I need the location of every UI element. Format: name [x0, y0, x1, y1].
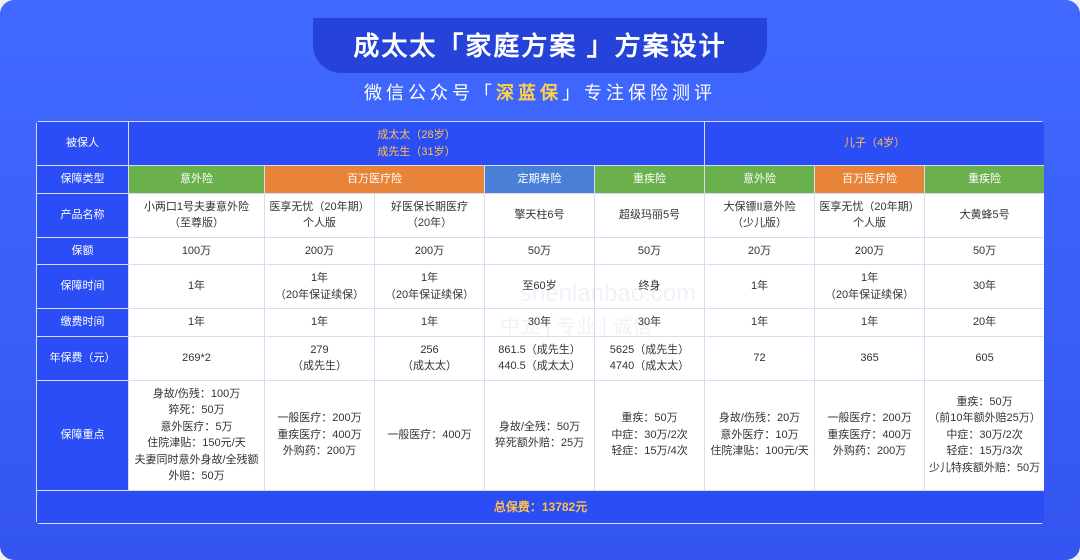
- data-cell: 一般医疗：200万 重疾医疗：400万 外购药：200万: [815, 380, 925, 490]
- data-cell: 1年: [705, 265, 815, 309]
- data-cell: 1年 （20年保证续保）: [265, 265, 375, 309]
- data-cell: 200万: [265, 237, 375, 265]
- subtitle-pre: 微信公众号「: [364, 83, 496, 103]
- category-header: 定期寿险: [485, 166, 595, 194]
- table-row: 缴费时间1年1年1年30年30年1年1年20年: [37, 309, 1045, 337]
- data-cell: 大黄蜂5号: [925, 193, 1044, 237]
- data-cell: 终身: [595, 265, 705, 309]
- category-header: 重疾险: [925, 166, 1044, 194]
- plan-table: 被保人成太太（28岁） 成先生（31岁）儿子（4岁）保障类型意外险百万医疗险定期…: [36, 121, 1044, 524]
- data-cell: 重疾：50万 中症：30万/2次 轻症：15万/4次: [595, 380, 705, 490]
- table-row: 产品名称小两口1号夫妻意外险 （至尊版）医享无忧（20年期） 个人版好医保长期医…: [37, 193, 1045, 237]
- data-cell: 605: [925, 336, 1044, 380]
- data-cell: 20万: [705, 237, 815, 265]
- table-row: 保障重点身故/伤残：100万 猝死：50万 意外医疗：5万 住院津贴：150元/…: [37, 380, 1045, 490]
- data-cell: 擎天柱6号: [485, 193, 595, 237]
- row-label-period: 保障时间: [37, 265, 129, 309]
- row-label-category: 保障类型: [37, 166, 129, 194]
- plan-subtitle: 微信公众号「深蓝保」专注保险测评: [0, 79, 1080, 105]
- data-cell: 1年: [815, 309, 925, 337]
- category-header: 重疾险: [595, 166, 705, 194]
- data-cell: 至60岁: [485, 265, 595, 309]
- data-cell: 身故/全残：50万 猝死额外赔：25万: [485, 380, 595, 490]
- data-cell: 大保镖II意外险 （少儿版）: [705, 193, 815, 237]
- insured-group: 儿子（4岁）: [705, 122, 1044, 166]
- data-cell: 100万: [129, 237, 265, 265]
- data-cell: 一般医疗：200万 重疾医疗：400万 外购药：200万: [265, 380, 375, 490]
- data-cell: 1年: [375, 309, 485, 337]
- data-cell: 1年: [129, 309, 265, 337]
- total-premium: 总保费：13782元: [37, 490, 1045, 523]
- data-cell: 医享无忧（20年期） 个人版: [815, 193, 925, 237]
- data-cell: 1年 （20年保证续保）: [375, 265, 485, 309]
- data-cell: 50万: [925, 237, 1044, 265]
- data-cell: 身故/伤残：20万 意外医疗：10万 住院津贴：100元/天: [705, 380, 815, 490]
- data-cell: 1年: [129, 265, 265, 309]
- subtitle-accent: 深蓝保: [496, 83, 562, 103]
- data-cell: 30年: [485, 309, 595, 337]
- data-cell: 30年: [595, 309, 705, 337]
- data-cell: 好医保长期医疗 （20年）: [375, 193, 485, 237]
- row-label-product: 产品名称: [37, 193, 129, 237]
- data-cell: 20年: [925, 309, 1044, 337]
- data-cell: 269*2: [129, 336, 265, 380]
- category-header: 意外险: [705, 166, 815, 194]
- row-label-insured: 被保人: [37, 122, 129, 166]
- data-cell: 256 （成太太）: [375, 336, 485, 380]
- data-cell: 一般医疗：400万: [375, 380, 485, 490]
- table-row: 保额100万200万200万50万50万20万200万50万: [37, 237, 1045, 265]
- row-label-premium: 年保费（元）: [37, 336, 129, 380]
- data-cell: 861.5（成先生） 440.5（成太太）: [485, 336, 595, 380]
- row-label-amount: 保额: [37, 237, 129, 265]
- header: 成太太「家庭方案 」方案设计 微信公众号「深蓝保」专注保险测评: [0, 0, 1080, 117]
- data-cell: 279 （成先生）: [265, 336, 375, 380]
- category-header: 百万医疗险: [265, 166, 485, 194]
- category-header: 意外险: [129, 166, 265, 194]
- row-label-focus: 保障重点: [37, 380, 129, 490]
- data-cell: 365: [815, 336, 925, 380]
- data-cell: 1年 （20年保证续保）: [815, 265, 925, 309]
- data-cell: 5625（成先生） 4740（成太太）: [595, 336, 705, 380]
- data-cell: 50万: [595, 237, 705, 265]
- data-cell: 重疾：50万 （前10年额外赔25万） 中症：30万/2次 轻症：15万/3次 …: [925, 380, 1044, 490]
- data-cell: 超级玛丽5号: [595, 193, 705, 237]
- data-cell: 1年: [265, 309, 375, 337]
- row-label-pay_period: 缴费时间: [37, 309, 129, 337]
- category-header: 百万医疗险: [815, 166, 925, 194]
- data-cell: 30年: [925, 265, 1044, 309]
- table-row: 被保人成太太（28岁） 成先生（31岁）儿子（4岁）: [37, 122, 1045, 166]
- plan-title: 成太太「家庭方案 」方案设计: [313, 18, 766, 73]
- table-row: 总保费：13782元: [37, 490, 1045, 523]
- table-row: 保障类型意外险百万医疗险定期寿险重疾险意外险百万医疗险重疾险: [37, 166, 1045, 194]
- subtitle-post: 」专注保险测评: [562, 83, 716, 103]
- data-cell: 身故/伤残：100万 猝死：50万 意外医疗：5万 住院津贴：150元/天 夫妻…: [129, 380, 265, 490]
- table-row: 年保费（元）269*2279 （成先生）256 （成太太）861.5（成先生） …: [37, 336, 1045, 380]
- insured-group: 成太太（28岁） 成先生（31岁）: [129, 122, 705, 166]
- data-cell: 小两口1号夫妻意外险 （至尊版）: [129, 193, 265, 237]
- data-cell: 200万: [815, 237, 925, 265]
- table-row: 保障时间1年1年 （20年保证续保）1年 （20年保证续保）至60岁终身1年1年…: [37, 265, 1045, 309]
- data-cell: 50万: [485, 237, 595, 265]
- data-cell: 72: [705, 336, 815, 380]
- plan-table-wrap: 被保人成太太（28岁） 成先生（31岁）儿子（4岁）保障类型意外险百万医疗险定期…: [36, 121, 1044, 524]
- data-cell: 1年: [705, 309, 815, 337]
- insurance-plan-card: 成太太「家庭方案 」方案设计 微信公众号「深蓝保」专注保险测评 被保人成太太（2…: [0, 0, 1080, 560]
- data-cell: 医享无忧（20年期） 个人版: [265, 193, 375, 237]
- data-cell: 200万: [375, 237, 485, 265]
